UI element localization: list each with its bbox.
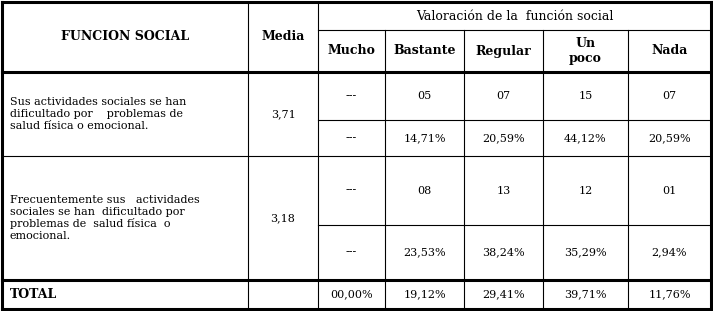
Text: 38,24%: 38,24%	[482, 248, 525, 258]
Text: Nada: Nada	[651, 44, 687, 58]
Text: 35,29%: 35,29%	[564, 248, 607, 258]
Text: 01: 01	[662, 185, 677, 196]
Text: 13: 13	[496, 185, 511, 196]
Text: ---: ---	[346, 248, 357, 258]
Text: Mucho: Mucho	[327, 44, 376, 58]
Text: Media: Media	[261, 30, 304, 44]
Text: 08: 08	[417, 185, 431, 196]
Text: 3,18: 3,18	[270, 213, 295, 223]
Text: 05: 05	[417, 91, 431, 101]
Text: TOTAL: TOTAL	[10, 288, 57, 301]
Text: 39,71%: 39,71%	[564, 290, 607, 299]
Text: 29,41%: 29,41%	[482, 290, 525, 299]
Text: 19,12%: 19,12%	[403, 290, 446, 299]
Text: 3,71: 3,71	[271, 109, 295, 119]
Text: ---: ---	[346, 185, 357, 196]
Text: 44,12%: 44,12%	[564, 133, 607, 143]
Text: 11,76%: 11,76%	[648, 290, 691, 299]
Text: ---: ---	[346, 91, 357, 101]
Text: 20,59%: 20,59%	[648, 133, 691, 143]
Text: Sus actividades sociales se han
dificultado por    problemas de
salud física o e: Sus actividades sociales se han dificult…	[10, 97, 186, 131]
Text: Bastante: Bastante	[394, 44, 456, 58]
Text: 07: 07	[496, 91, 511, 101]
Text: ---: ---	[346, 133, 357, 143]
Text: Frecuentemente sus   actividades
sociales se han  dificultado por
problemas de  : Frecuentemente sus actividades sociales …	[10, 195, 200, 241]
Text: FUNCION SOCIAL: FUNCION SOCIAL	[61, 30, 189, 44]
Text: 07: 07	[662, 91, 677, 101]
Text: 2,94%: 2,94%	[652, 248, 687, 258]
Text: Un
poco: Un poco	[569, 37, 602, 65]
Text: 00,00%: 00,00%	[330, 290, 373, 299]
Text: 23,53%: 23,53%	[403, 248, 446, 258]
Text: 14,71%: 14,71%	[404, 133, 446, 143]
Text: 15: 15	[578, 91, 593, 101]
Text: 12: 12	[578, 185, 593, 196]
Text: Regular: Regular	[476, 44, 531, 58]
Text: Valoración de la  función social: Valoración de la función social	[416, 10, 613, 22]
Text: 20,59%: 20,59%	[482, 133, 525, 143]
